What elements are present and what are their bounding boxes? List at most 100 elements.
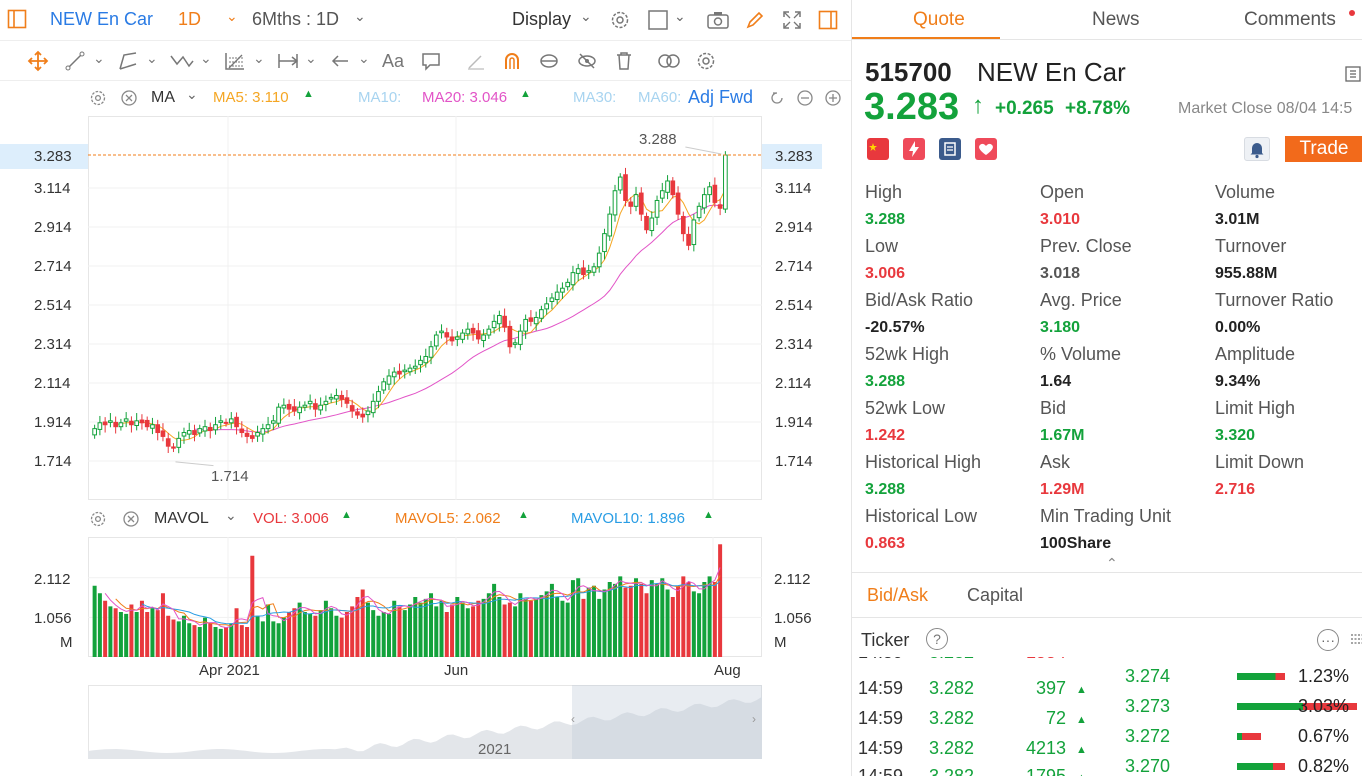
reset-icon[interactable] — [767, 88, 787, 108]
ticker-row: 14:59 3.282 72 ▲ — [852, 708, 1362, 738]
zoom-in-icon[interactable] — [823, 88, 843, 108]
tick-up-triangle-icon: ▲ — [1076, 744, 1087, 756]
ma-indicator-label[interactable]: MA — [151, 89, 175, 106]
ma-close-icon[interactable] — [119, 88, 139, 108]
wave-pattern-icon[interactable] — [168, 49, 196, 73]
comment-icon[interactable] — [419, 49, 443, 73]
fullscreen-icon[interactable] — [780, 8, 804, 32]
gear-icon[interactable] — [608, 8, 632, 32]
hide-eye-icon[interactable] — [575, 49, 599, 73]
current-price-highlight — [0, 144, 88, 169]
mavol-settings-gear-icon[interactable] — [88, 509, 108, 529]
symbol-name[interactable]: NEW En Car — [50, 9, 154, 29]
tool-chevron-down-icon[interactable]: ⌄ — [200, 50, 212, 66]
tool-chevron-down-icon[interactable]: ⌄ — [93, 50, 105, 66]
volume-bar — [344, 612, 349, 657]
navigator-left-handle-icon[interactable]: ‹ — [571, 712, 575, 726]
stat-label: 52wk Low — [865, 398, 946, 418]
volume-bar — [534, 598, 539, 657]
camera-icon[interactable] — [705, 8, 731, 32]
ma5-value: MA5: 3.110 — [213, 89, 289, 106]
zoom-out-icon[interactable] — [795, 88, 815, 108]
layout-box-icon[interactable] — [646, 8, 670, 32]
range-navigator[interactable] — [88, 685, 762, 759]
trash-icon[interactable] — [612, 49, 636, 73]
magnet-icon[interactable] — [500, 49, 524, 73]
text-tool-icon[interactable]: Aa — [382, 51, 405, 71]
arrow-left-icon[interactable] — [328, 49, 352, 73]
ma-settings-gear-icon[interactable] — [88, 88, 108, 108]
tab-quote[interactable]: Quote — [913, 9, 965, 30]
navigator-right-handle-icon[interactable]: › — [752, 712, 756, 726]
candle — [365, 406, 371, 423]
display-chevron-down-icon[interactable]: ⌄ — [580, 8, 592, 24]
expand-panel-icon[interactable] — [1342, 64, 1362, 84]
volume-bar — [528, 600, 533, 657]
list-view-icon[interactable] — [1347, 628, 1362, 650]
tab-capital[interactable]: Capital — [967, 585, 1024, 605]
trade-button[interactable]: Trade — [1285, 136, 1362, 162]
pen-icon[interactable] — [743, 8, 767, 32]
flash-badge-icon[interactable] — [903, 138, 925, 160]
volume-bar — [602, 589, 607, 657]
tool-chevron-down-icon[interactable]: ⌄ — [146, 50, 158, 66]
tool-chevron-down-icon[interactable]: ⌄ — [253, 50, 265, 66]
candle — [470, 323, 476, 341]
volume-bar — [471, 606, 476, 657]
tab-comments[interactable]: Comments — [1244, 9, 1336, 30]
volume-bar — [392, 600, 397, 657]
mavol-chevron-down-icon[interactable]: ⌄ — [225, 507, 237, 523]
sidebar-toggle-icon[interactable] — [6, 8, 28, 30]
capital-price: 3.274 — [1125, 666, 1171, 686]
help-question-icon[interactable]: ? — [926, 628, 948, 650]
move-cross-icon[interactable] — [26, 49, 50, 73]
volume-bar — [450, 604, 455, 657]
panel-toggle-icon[interactable] — [816, 8, 840, 32]
bookmark-badge-icon[interactable] — [939, 138, 961, 160]
ma20-value: MA20: 3.046 — [422, 89, 508, 106]
compare-icon[interactable] — [655, 49, 683, 73]
eraser-line-icon[interactable] — [464, 49, 488, 73]
volume-bar — [681, 576, 686, 657]
tab-bid-ask[interactable]: Bid/Ask — [867, 585, 929, 605]
ma-chevron-down-icon[interactable]: ⌄ — [186, 86, 198, 102]
candle — [623, 167, 628, 207]
candle — [696, 202, 702, 222]
measure-range-icon[interactable] — [275, 49, 301, 73]
candle — [234, 412, 239, 435]
more-options-icon[interactable]: ··· — [1317, 629, 1339, 651]
display-menu[interactable]: Display — [512, 9, 572, 29]
trend-line-icon[interactable] — [63, 49, 87, 73]
candle — [518, 324, 523, 351]
range-chevron-down-icon[interactable]: ⌄ — [354, 8, 366, 24]
period-chevron-down-icon[interactable]: ⌄ — [226, 8, 238, 24]
candle — [486, 325, 492, 339]
collapse-chevron-up-icon[interactable]: ⌃ — [1106, 555, 1118, 571]
tool-chevron-down-icon[interactable]: ⌄ — [358, 50, 370, 66]
tool-settings-gear-icon[interactable] — [694, 49, 718, 73]
volume-bar — [649, 580, 654, 657]
tick-volume: 4213 — [1026, 738, 1067, 758]
period-selector[interactable]: 1D — [178, 9, 202, 29]
channel-icon[interactable] — [116, 49, 140, 73]
alert-bell-icon[interactable] — [1244, 137, 1270, 161]
tab-news[interactable]: News — [1092, 9, 1140, 30]
lock-drawing-icon[interactable] — [537, 49, 561, 73]
adj-fwd-selector[interactable]: Adj Fwd — [688, 87, 754, 107]
favorite-heart-icon[interactable] — [975, 138, 997, 160]
candle — [433, 331, 439, 350]
x-axis-label: Aug — [714, 662, 741, 679]
candlestick-chart[interactable] — [88, 116, 762, 500]
layout-chevron-down-icon[interactable]: ⌄ — [674, 8, 686, 24]
volume-chart[interactable] — [88, 537, 762, 657]
tool-chevron-down-icon[interactable]: ⌄ — [305, 50, 317, 66]
stat-value: 1.64 — [1040, 373, 1072, 390]
mavol-close-icon[interactable] — [121, 509, 141, 529]
candle — [155, 419, 161, 441]
candle — [686, 226, 691, 251]
range-selector[interactable]: 6Mths : 1D — [252, 9, 340, 29]
mavol-indicator-label[interactable]: MAVOL — [154, 510, 209, 527]
ticker-list[interactable]: 14:59 3.282 1554 ▲ 14:59 3.282 397 ▲ 14:59 3.282 7… — [852, 657, 1362, 776]
fibonacci-icon[interactable] — [222, 49, 248, 73]
volume-bar — [224, 627, 229, 657]
